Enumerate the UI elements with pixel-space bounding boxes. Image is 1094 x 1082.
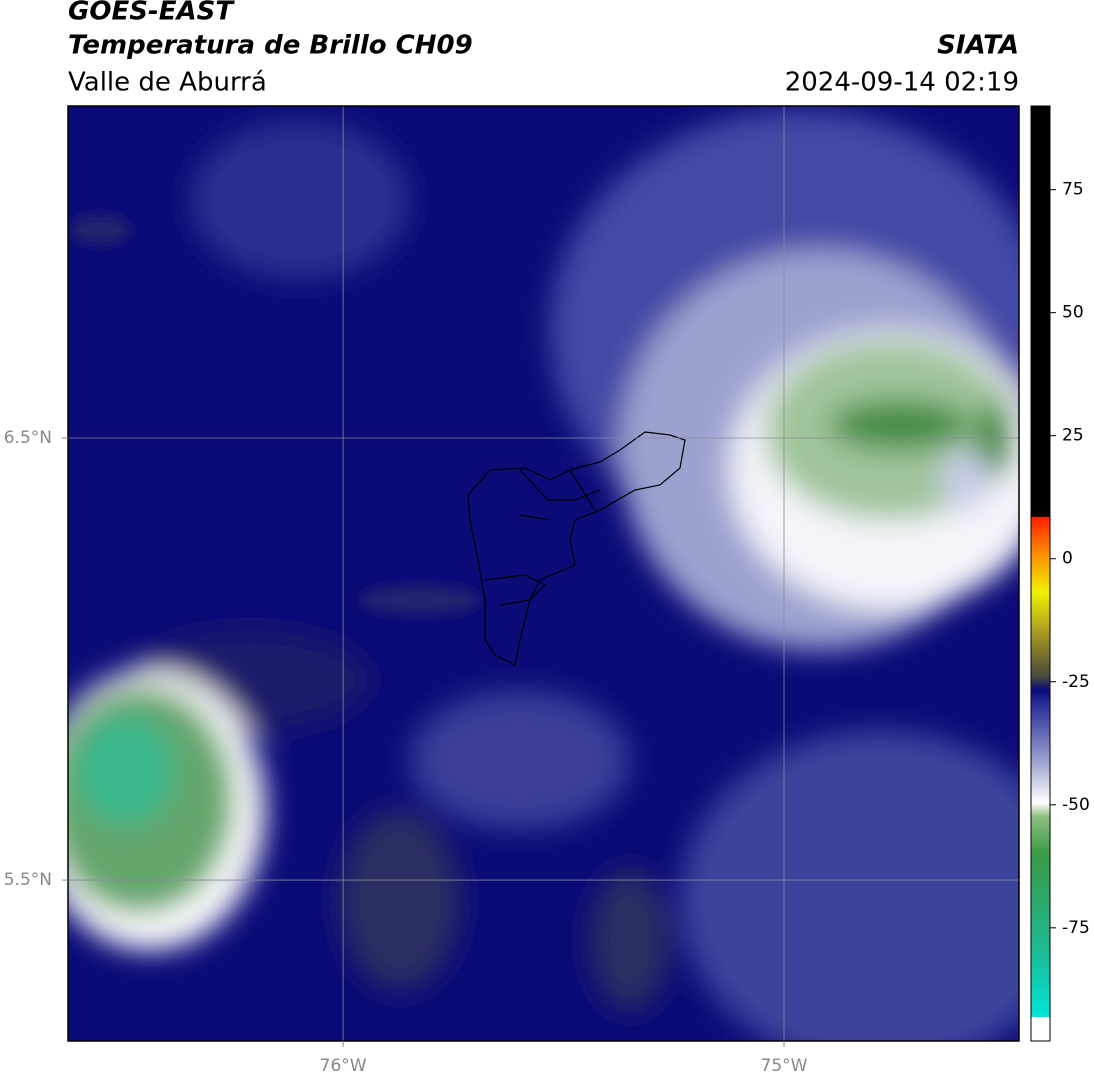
title: GOES-EAST [68,0,235,27]
colorbar-tick-label: -75 [1062,918,1090,938]
source: SIATA [937,31,1019,61]
colorbar-tick-label: 0 [1062,549,1073,569]
colorbar-tick-label: -25 [1062,672,1090,692]
x-tick-label: 76°W [320,1056,367,1076]
datetime: 2024-09-14 02:19 [785,68,1019,98]
y-tick-label: 5.5°N [4,870,52,890]
map-frame [67,105,1020,1042]
colorbar-tick-label: -50 [1062,795,1090,815]
satellite-image [68,106,1019,1041]
municipal-boundaries [467,431,686,666]
colorbar [1030,105,1051,1042]
colorbar-tick-label: 25 [1062,426,1084,446]
colorbar-tick-label: 75 [1062,180,1084,200]
colorbar-tick-label: 50 [1062,303,1084,323]
subtitle: Temperatura de Brillo CH09 [68,31,473,61]
x-tick-label: 75°W [761,1056,808,1076]
y-tick-label: 6.5°N [4,428,52,448]
region: Valle de Aburrá [68,68,267,98]
